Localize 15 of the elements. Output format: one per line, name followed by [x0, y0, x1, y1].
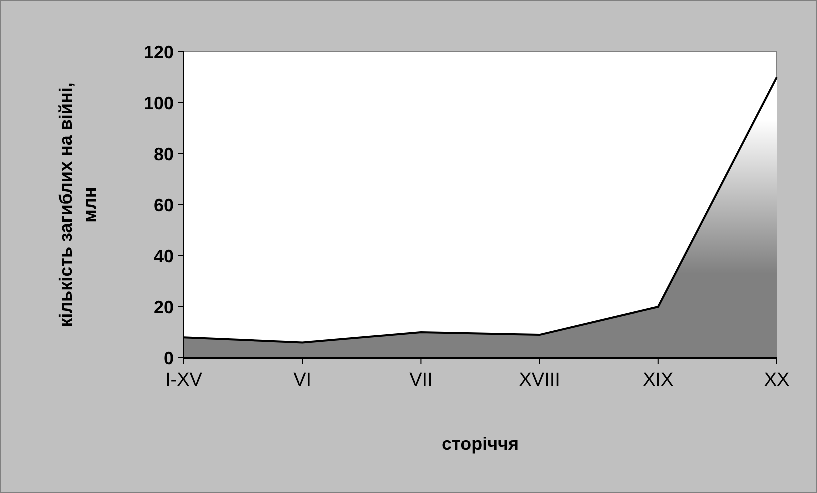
y-tick-label: 60	[154, 195, 174, 216]
x-tick-label: XVIII	[519, 370, 560, 391]
x-tick-label: XX	[764, 370, 790, 391]
x-tick-label: XIX	[643, 370, 674, 391]
y-axis-title: кількість загиблих на війні, млн	[56, 82, 100, 328]
y-tick-label: 0	[164, 348, 174, 368]
y-tick-label: 80	[154, 144, 174, 164]
x-tick-label: VI	[294, 370, 312, 391]
y-tick-label: 120	[144, 42, 174, 62]
x-tick-label: I-XV	[166, 370, 203, 391]
x-tick-label: VII	[410, 370, 433, 391]
y-tick-label: 20	[154, 297, 174, 318]
x-axis-title: сторіччя	[442, 434, 519, 454]
y-tick-label: 40	[154, 246, 174, 266]
y-tick-label: 100	[144, 93, 174, 114]
